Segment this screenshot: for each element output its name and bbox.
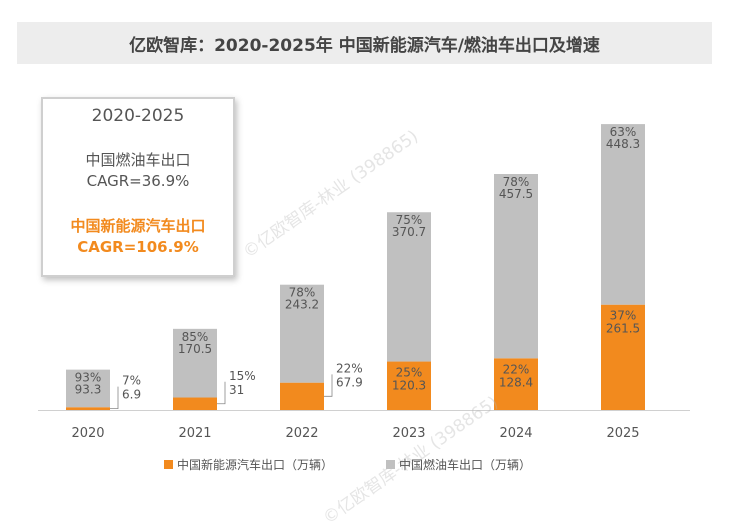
label-ice-share-2020: 93% (75, 371, 102, 385)
label-ice-share-2022: 78% (289, 286, 316, 300)
label-ev-share-2022: 22% (336, 361, 363, 375)
cagr-period: 2020-2025 (91, 106, 185, 126)
chart-title-bar: 亿欧智库：2020-2025年 中国新能源汽车/燃油车出口及增速 (17, 22, 712, 64)
label-ev-value-2020: 6.9 (122, 388, 141, 402)
ice-cagr-label: 中国燃油车出口 (85, 151, 191, 169)
bar-ice-2020 (66, 369, 110, 408)
chart-legend: 中国新能源汽车出口（万辆） 中国燃油车出口（万辆） (0, 456, 729, 472)
bar-ev-2021 (173, 397, 217, 410)
legend-item-ice: 中国燃油车出口（万辆） (386, 456, 531, 473)
label-ice-value-2024: 457.5 (499, 187, 533, 201)
label-ice-value-2023: 370.7 (392, 225, 426, 239)
label-ice-value-2022: 243.2 (285, 298, 319, 312)
x-tick-label-2021: 2021 (178, 426, 211, 441)
bar-ev-2020 (66, 407, 110, 410)
bar-ice-2022 (280, 284, 324, 383)
legend-swatch-ice (386, 460, 395, 469)
legend-swatch-ev (164, 460, 173, 469)
bar-ice-2024 (494, 174, 538, 359)
label-ev-value-2022: 67.9 (336, 375, 363, 389)
x-tick-label-2025: 2025 (606, 426, 639, 441)
bar-ev-2023 (387, 361, 431, 410)
bar-ev-2025 (601, 304, 645, 410)
label-ice-value-2021: 170.5 (178, 342, 212, 356)
callout-line-2022 (324, 374, 333, 397)
label-ice-value-2020: 93.3 (75, 383, 102, 397)
ice-cagr-value: CAGR=36.9% (86, 172, 190, 190)
ev-cagr-value: CAGR=106.9% (77, 238, 199, 256)
legend-label-ice: 中国燃油车出口（万辆） (399, 458, 532, 472)
label-ev-value-2021: 31 (229, 383, 244, 397)
label-ev-share-2021: 15% (229, 369, 256, 383)
label-ice-share-2025: 63% (610, 125, 637, 139)
bar-ice-2023 (387, 212, 431, 362)
x-tick-label-2020: 2020 (71, 426, 104, 441)
bar-ev-2024 (494, 358, 538, 410)
label-ice-share-2023: 75% (396, 213, 423, 227)
label-ev-value-2024: 128.4 (499, 375, 533, 389)
label-ev-value-2023: 120.3 (392, 379, 426, 393)
label-ice-share-2021: 85% (182, 330, 209, 344)
legend-label-ev: 中国新能源汽车出口（万辆） (177, 458, 334, 472)
label-ev-share-2024: 22% (503, 362, 530, 376)
bar-ice-2025 (601, 124, 645, 305)
label-ev-share-2023: 25% (396, 366, 423, 380)
ev-cagr-label: 中国新能源汽车出口 (70, 217, 206, 235)
label-ev-value-2025: 261.5 (606, 322, 640, 336)
bar-ice-2021 (173, 328, 217, 398)
x-tick-label-2024: 2024 (499, 426, 532, 441)
callout-line-2021 (217, 381, 226, 405)
legend-item-ev: 中国新能源汽车出口（万辆） (164, 456, 333, 473)
cagr-summary-box: 2020-2025 中国燃油车出口 CAGR=36.9% 中国新能源汽车出口 C… (41, 97, 235, 277)
x-tick-label-2023: 2023 (392, 426, 425, 441)
x-tick-label-2022: 2022 (285, 426, 318, 441)
stacked-bar-chart: 93%93.37%6.9202085%170.515%31202178%243.… (38, 124, 690, 441)
chart-title: 亿欧智库：2020-2025年 中国新能源汽车/燃油车出口及增速 (129, 35, 600, 56)
label-ice-value-2025: 448.3 (606, 137, 640, 151)
label-ev-share-2020: 7% (122, 374, 141, 388)
callout-line-2020 (110, 386, 119, 410)
bar-ev-2022 (280, 382, 324, 410)
label-ice-share-2024: 78% (503, 175, 530, 189)
label-ev-share-2025: 37% (610, 309, 637, 323)
